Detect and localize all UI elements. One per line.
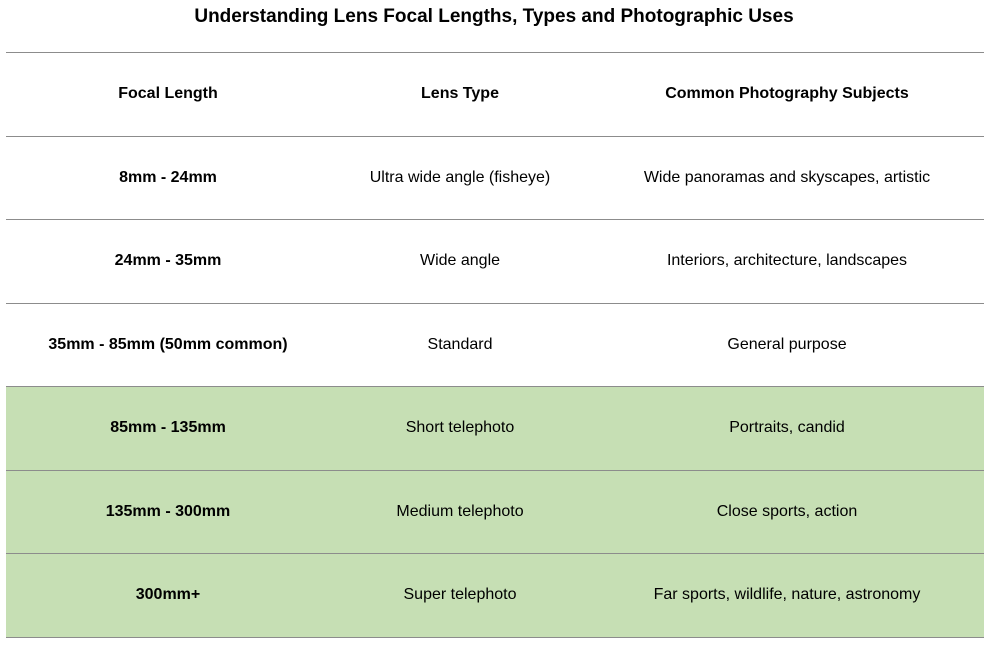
column-header-focal-length: Focal Length bbox=[118, 85, 218, 103]
focal-length-cell: 24mm - 35mm bbox=[114, 252, 222, 270]
table-row-highlighted: 85mm - 135mm Short telephoto Portraits, … bbox=[6, 387, 984, 471]
focal-length-cell: 85mm - 135mm bbox=[110, 419, 226, 437]
lens-type-cell: Super telephoto bbox=[403, 586, 517, 604]
column-header-lens-type: Lens Type bbox=[421, 85, 499, 103]
subjects-cell: Close sports, action bbox=[716, 502, 858, 520]
lens-type-cell: Ultra wide angle (fisheye) bbox=[369, 168, 551, 186]
table-row-highlighted: 300mm+ Super telephoto Far sports, wildl… bbox=[6, 554, 984, 638]
focal-length-cell: 135mm - 300mm bbox=[105, 502, 231, 520]
subjects-cell: Interiors, architecture, landscapes bbox=[666, 252, 908, 270]
table-row-highlighted: 135mm - 300mm Medium telephoto Close spo… bbox=[6, 470, 984, 554]
table-header-row: Focal Length Lens Type Common Photograph… bbox=[6, 53, 984, 137]
column-header-subjects: Common Photography Subjects bbox=[665, 85, 909, 103]
focal-length-cell: 35mm - 85mm (50mm common) bbox=[48, 335, 288, 353]
focal-length-cell: 8mm - 24mm bbox=[119, 168, 217, 186]
lens-type-cell: Medium telephoto bbox=[396, 502, 524, 520]
subjects-cell: Portraits, candid bbox=[729, 419, 845, 437]
subjects-cell: General purpose bbox=[727, 335, 847, 353]
subjects-cell: Wide panoramas and skyscapes, artistic bbox=[643, 168, 931, 186]
lens-type-cell: Standard bbox=[427, 335, 493, 353]
lens-type-cell: Wide angle bbox=[419, 252, 501, 270]
subjects-cell: Far sports, wildlife, nature, astronomy bbox=[653, 586, 921, 604]
page-title: Understanding Lens Focal Lengths, Types … bbox=[194, 6, 794, 27]
lens-table: Focal Length Lens Type Common Photograph… bbox=[6, 52, 984, 638]
table-row: 24mm - 35mm Wide angle Interiors, archit… bbox=[6, 220, 984, 304]
lens-type-cell: Short telephoto bbox=[405, 419, 515, 437]
focal-length-cell: 300mm+ bbox=[135, 586, 201, 604]
table-row: 35mm - 85mm (50mm common) Standard Gener… bbox=[6, 304, 984, 387]
table-row: 8mm - 24mm Ultra wide angle (fisheye) Wi… bbox=[6, 137, 984, 220]
